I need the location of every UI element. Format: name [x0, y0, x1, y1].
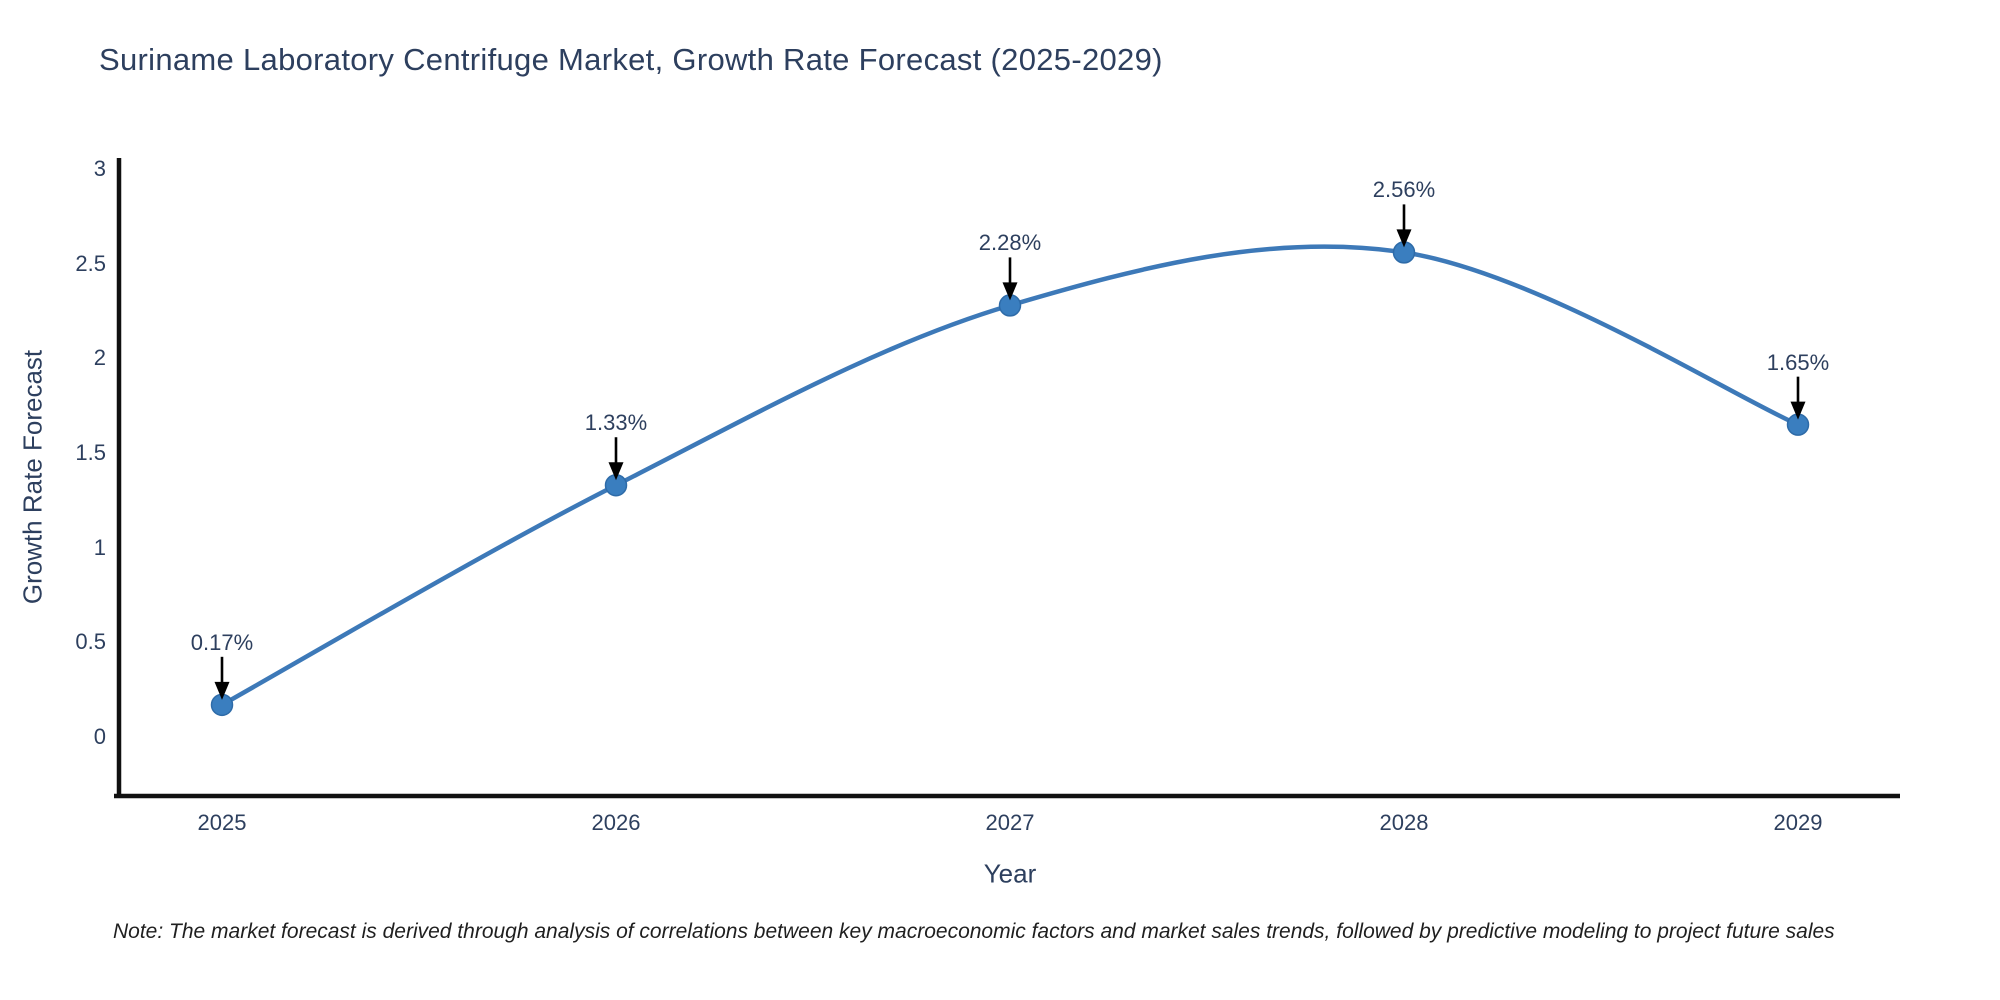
footnote: Note: The market forecast is derived thr…	[113, 920, 1835, 943]
point-annotation-label: 0.17%	[190, 629, 254, 655]
x-tick-label: 2025	[197, 810, 247, 835]
y-tick-label: 2.5	[75, 250, 106, 276]
y-tick-label: 2	[93, 345, 106, 371]
annotation-arrowhead	[1790, 401, 1806, 420]
x-tick-label: 2028	[1379, 810, 1429, 835]
annotation-arrowhead	[214, 681, 230, 700]
x-tick-label: 2029	[1773, 810, 1823, 835]
point-annotation-label: 2.56%	[1372, 177, 1436, 203]
y-tick-label: 1.5	[75, 440, 106, 466]
y-tick-label: 0	[93, 724, 106, 749]
annotation-arrowhead	[608, 462, 624, 481]
y-tick-label: 1	[93, 534, 106, 560]
x-axis-title: Year	[983, 858, 1037, 889]
point-annotation-label: 2.28%	[978, 230, 1042, 256]
y-tick-label: 3	[93, 156, 106, 182]
annotation-arrowhead	[1396, 229, 1412, 248]
y-tick-label: 0.5	[75, 629, 106, 655]
point-annotation-label: 1.33%	[584, 410, 648, 436]
x-tick-label: 2026	[591, 810, 641, 835]
chart-title: Suriname Laboratory Centrifuge Market, G…	[99, 42, 1163, 77]
point-annotation-label: 1.65%	[1766, 349, 1830, 375]
x-tick-label: 2027	[985, 810, 1035, 835]
annotation-arrowhead	[1002, 282, 1018, 301]
